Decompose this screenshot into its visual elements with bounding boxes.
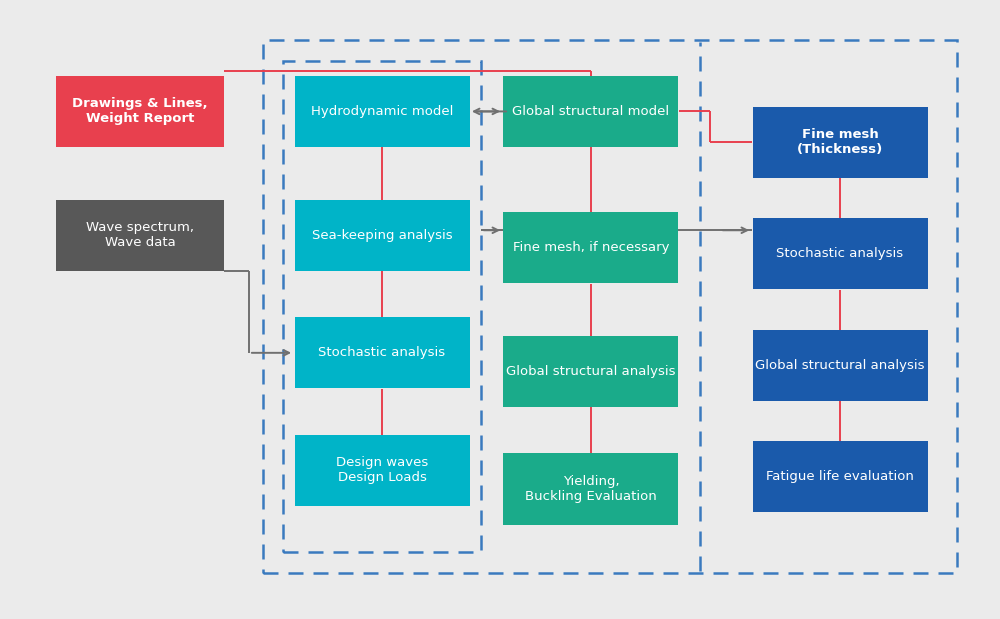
FancyBboxPatch shape xyxy=(294,435,470,506)
FancyBboxPatch shape xyxy=(503,336,678,407)
Text: Global structural model: Global structural model xyxy=(512,105,670,118)
FancyBboxPatch shape xyxy=(294,199,470,271)
Text: Stochastic analysis: Stochastic analysis xyxy=(318,346,446,360)
Text: Yielding,
Buckling Evaluation: Yielding, Buckling Evaluation xyxy=(525,475,657,503)
Text: Fatigue life evaluation: Fatigue life evaluation xyxy=(766,470,914,483)
Text: Design waves
Design Loads: Design waves Design Loads xyxy=(336,456,428,485)
Text: Sea-keeping analysis: Sea-keeping analysis xyxy=(312,228,452,242)
Text: Stochastic analysis: Stochastic analysis xyxy=(776,247,904,261)
FancyBboxPatch shape xyxy=(503,453,678,525)
Bar xyxy=(263,40,957,573)
FancyBboxPatch shape xyxy=(503,212,678,284)
Text: Wave spectrum,
Wave data: Wave spectrum, Wave data xyxy=(86,221,194,249)
FancyBboxPatch shape xyxy=(753,219,928,290)
FancyBboxPatch shape xyxy=(753,441,928,513)
Text: Global structural analysis: Global structural analysis xyxy=(755,358,925,372)
Text: Fine mesh
(Thickness): Fine mesh (Thickness) xyxy=(797,128,883,157)
FancyBboxPatch shape xyxy=(753,330,928,401)
FancyBboxPatch shape xyxy=(753,106,928,178)
Text: Fine mesh, if necessary: Fine mesh, if necessary xyxy=(513,241,669,254)
FancyBboxPatch shape xyxy=(56,199,224,271)
FancyBboxPatch shape xyxy=(503,76,678,147)
Text: Global structural analysis: Global structural analysis xyxy=(506,365,676,378)
FancyBboxPatch shape xyxy=(294,76,470,147)
FancyBboxPatch shape xyxy=(56,76,224,147)
Text: Drawings & Lines,
Weight Report: Drawings & Lines, Weight Report xyxy=(72,97,208,126)
Bar xyxy=(283,61,481,552)
FancyBboxPatch shape xyxy=(294,318,470,389)
Text: Hydrodynamic model: Hydrodynamic model xyxy=(311,105,453,118)
